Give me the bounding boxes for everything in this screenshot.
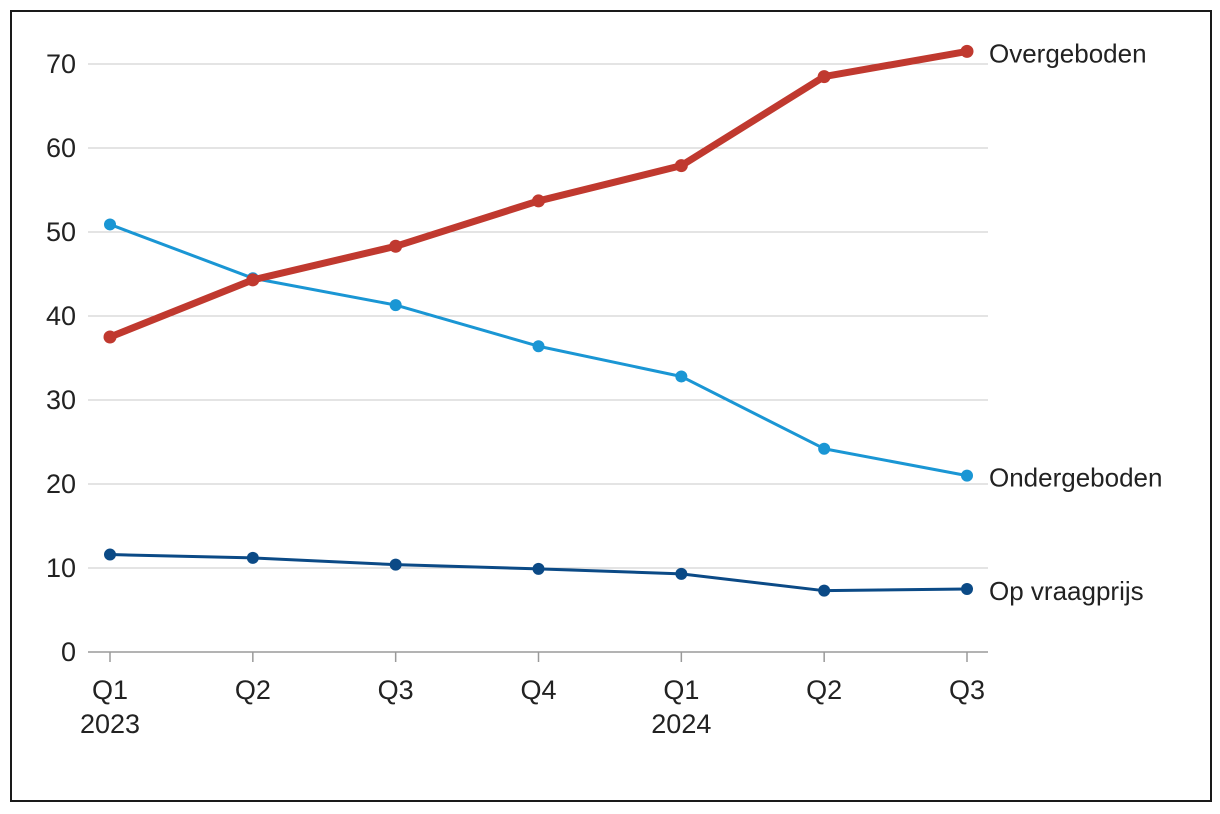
data-point [389,558,402,571]
data-point [532,194,545,208]
series-label: Op vraagprijs [989,576,1144,606]
x-tick-label: Q2 [235,675,271,705]
y-tick-label: 60 [46,133,76,163]
series-labels: Overgeboden Ondergeboden Op vraagprijs [989,38,1162,606]
y-axis: 0 10 20 30 40 50 60 70 [46,49,76,667]
data-point [246,551,259,564]
data-point [675,370,688,383]
x-tick-label: Q3 [949,675,985,705]
y-tick-label: 10 [46,553,76,583]
x-tick-label: Q1 [663,675,699,705]
series-label: Ondergeboden [989,463,1162,493]
y-tick-label: 70 [46,49,76,79]
data-point [532,340,545,353]
series-ondergeboden [104,218,973,482]
x-axis: Q1 2023 Q2 Q3 Q4 Q1 2024 Q2 Q3 [80,651,988,739]
y-tick-label: 30 [46,385,76,415]
data-point [674,159,688,173]
gridlines [88,63,988,569]
data-point [104,548,116,561]
data-point [960,44,974,58]
x-year-label: 2023 [80,709,140,739]
chart-frame [10,10,1212,802]
data-point [818,442,831,455]
data-point [104,218,116,231]
x-tick-label: Q3 [378,675,414,705]
series-layer [103,44,974,597]
series-line [106,47,971,341]
data-point [961,583,973,595]
y-tick-label: 20 [46,469,76,499]
x-tick-label: Q1 [92,675,128,705]
y-tick-label: 0 [61,637,76,667]
data-point [103,330,117,344]
data-point [246,273,260,287]
x-tick-label: Q4 [520,675,556,705]
data-point [389,299,402,312]
data-point [817,70,831,84]
data-point [675,567,688,580]
data-point [961,469,973,482]
series-label: Overgeboden [989,38,1147,68]
x-year-label: 2024 [651,709,711,739]
series-overgeboden [103,44,974,344]
data-point [389,239,403,253]
series-op-vraagprijs [104,548,973,597]
data-point [818,584,831,597]
y-tick-label: 40 [46,301,76,331]
x-tick-label: Q2 [806,675,842,705]
y-tick-label: 50 [46,217,76,247]
data-point [532,562,545,575]
